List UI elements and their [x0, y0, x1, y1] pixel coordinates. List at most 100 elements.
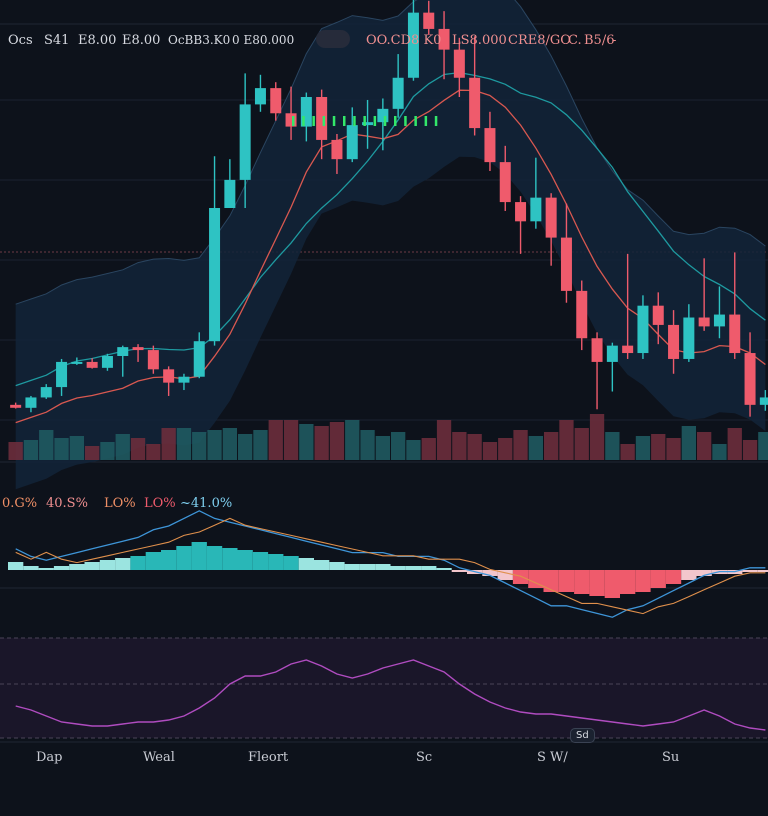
volume-bar	[620, 444, 635, 460]
header-item: 0 E80.000	[232, 33, 295, 47]
volume-bar	[727, 428, 742, 460]
macd-bar	[620, 570, 636, 594]
candle-body	[331, 139, 343, 160]
candle-body	[239, 104, 251, 180]
candle-body	[101, 356, 113, 368]
candle-body	[178, 376, 190, 383]
macd-bar	[558, 570, 575, 592]
candle-body	[163, 369, 175, 383]
macd-bar	[145, 552, 161, 570]
macd-bar	[115, 558, 131, 570]
header-item: OO.CD8 K0	[366, 33, 442, 48]
band-upper	[15, 0, 766, 305]
volume-bar	[161, 428, 176, 460]
candle-body	[25, 397, 37, 408]
signal-marker	[292, 116, 295, 126]
candle-body	[10, 404, 22, 408]
volume-bar	[329, 422, 345, 460]
candle-body	[270, 88, 282, 114]
volume-bar	[681, 426, 696, 460]
candle-body	[713, 314, 725, 327]
x-tick-label: Dap	[36, 750, 63, 765]
volume-bar	[146, 444, 161, 460]
volume-bar	[421, 438, 436, 460]
signal-marker	[322, 116, 326, 126]
price-header: Ocs S41 E8.00 E8.00 OcBB3.K0 0 E80.000 O…	[0, 30, 768, 49]
macd-bar	[268, 554, 284, 570]
candle-body	[346, 125, 358, 160]
macd-bar	[222, 548, 238, 570]
volume-bar	[69, 436, 84, 460]
candle-body	[254, 88, 266, 105]
header-item: CRE8/GO	[508, 33, 571, 48]
candle-body	[698, 317, 710, 327]
header-item: B5/6	[584, 33, 615, 48]
candle-body	[362, 122, 374, 126]
macd-bar	[84, 562, 100, 570]
volume-bar	[712, 444, 727, 460]
signal-marker	[343, 116, 346, 126]
candle-body	[469, 77, 481, 129]
candle-body	[377, 108, 389, 123]
header-item: -	[612, 33, 617, 48]
volume-bar	[391, 432, 406, 460]
volume-bar	[192, 432, 207, 460]
signal-marker	[363, 116, 366, 126]
macd-bar	[742, 570, 758, 572]
candle-body	[407, 12, 419, 78]
macd-bar	[543, 570, 559, 592]
volume-bar	[238, 434, 253, 460]
volume-bar	[635, 436, 651, 460]
x-tick-label: Su	[662, 750, 680, 765]
volume-bar	[268, 420, 283, 460]
x-tick-label: Sc	[416, 750, 433, 765]
macd-bar	[665, 570, 682, 584]
header-item: E8.00	[78, 33, 117, 48]
header-item: E8.00	[122, 33, 161, 48]
volume-bar	[207, 430, 222, 460]
macd-bar	[375, 564, 391, 570]
macd-bar	[405, 566, 422, 570]
candle-body	[438, 28, 450, 50]
macd-bar	[589, 570, 605, 596]
macd-bar	[528, 570, 544, 588]
macd-bar	[53, 566, 70, 570]
volume-bar	[299, 424, 314, 460]
rsi-line	[15, 659, 766, 731]
volume-bar	[222, 428, 237, 460]
volume-bar	[360, 430, 375, 460]
candle-body	[591, 338, 603, 362]
rsi-panel	[0, 637, 768, 739]
macd-bar	[8, 562, 24, 570]
volume-bar	[39, 430, 54, 460]
volume-bar	[574, 428, 589, 460]
volume-bar	[498, 438, 513, 460]
macd-bar	[650, 570, 666, 588]
volume-bar	[559, 420, 574, 460]
macd-bar	[191, 542, 207, 570]
candle-body	[576, 290, 588, 339]
macd-bar	[283, 556, 299, 570]
volume-bar	[513, 430, 528, 460]
macd-bar	[99, 560, 116, 570]
candle-body	[71, 361, 83, 364]
candle-body	[560, 237, 572, 291]
volume-bar	[544, 432, 559, 460]
signal-marker	[302, 116, 305, 126]
candle-body	[300, 97, 312, 127]
macd-bar	[574, 570, 590, 594]
macd-bar	[252, 552, 269, 570]
signal-marker	[373, 116, 377, 126]
candle-body	[316, 97, 328, 140]
header-item: C.	[568, 33, 582, 48]
macd-lines	[15, 510, 766, 618]
volume-bars	[8, 414, 768, 460]
rsi-value-badge: Sd	[570, 728, 595, 743]
volume-bar	[100, 442, 115, 460]
volume-bar	[283, 420, 299, 460]
x-tick-label: Fleort	[248, 750, 289, 765]
macd-bar	[635, 570, 651, 592]
candle-body	[209, 208, 221, 342]
x-tick-label: S W/	[537, 750, 568, 765]
macd-bar	[161, 550, 177, 570]
